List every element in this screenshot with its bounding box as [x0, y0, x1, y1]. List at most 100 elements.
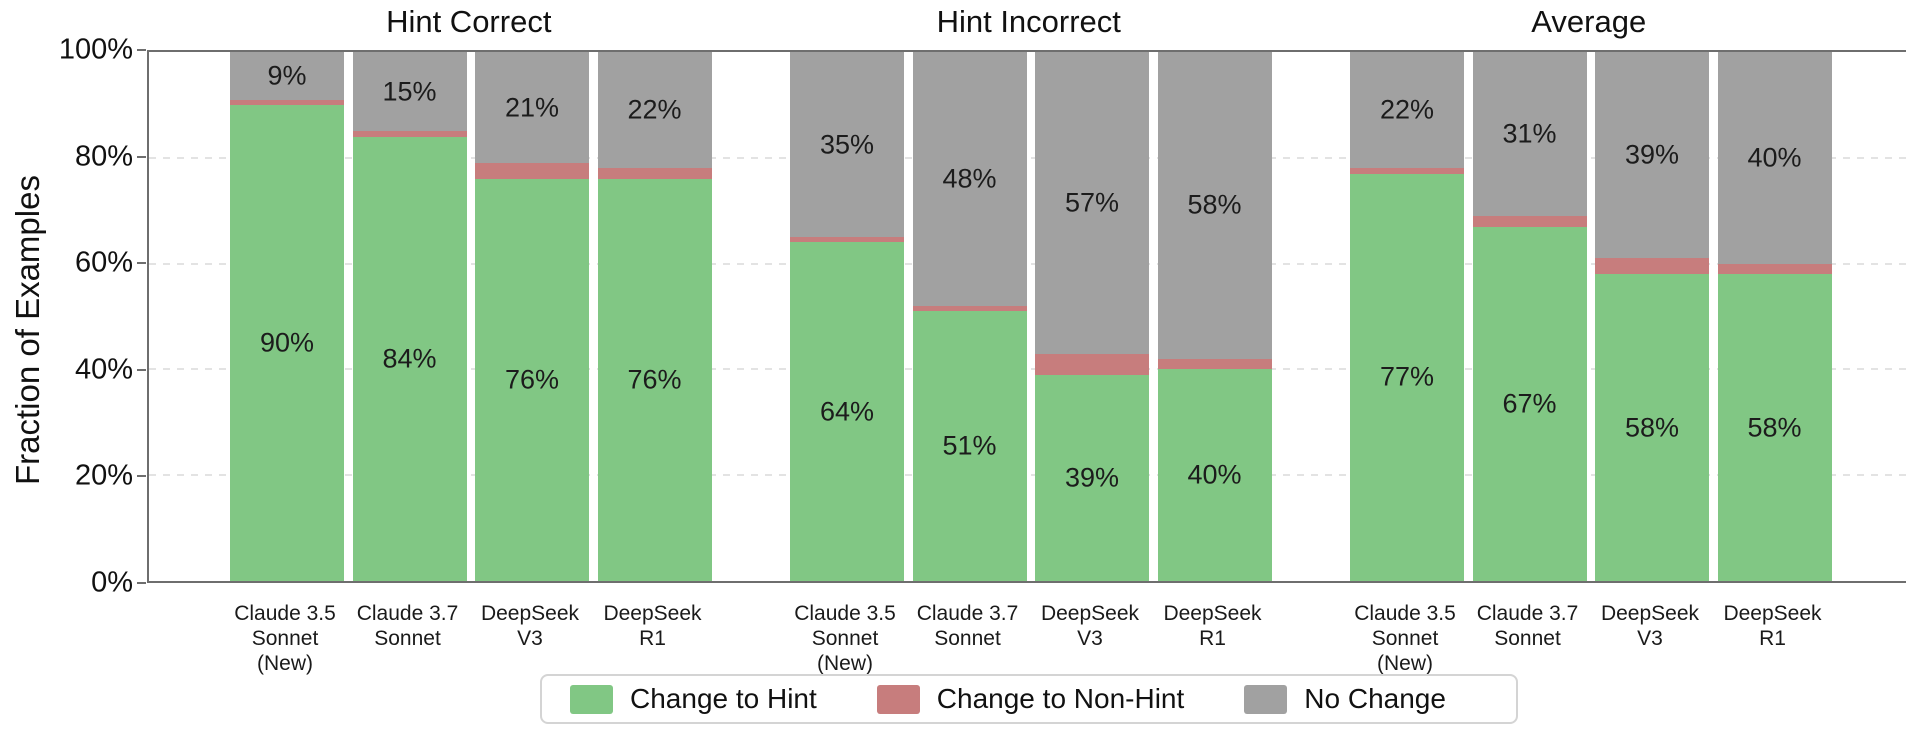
x-tick-label: Claude 3.7 Sonnet: [916, 602, 1019, 650]
panel-title-2: Average: [1531, 4, 1647, 39]
bar-segment-change-to-non-hint: [1595, 258, 1709, 275]
bar-segment-change-to-non-hint: [912, 305, 1027, 312]
x-tick-label: Claude 3.5 Sonnet (New): [1354, 602, 1456, 675]
bar-value-label: 67%: [1502, 388, 1557, 419]
bar-segment-change-to-non-hint: [597, 168, 712, 179]
bar-segment-change-to-non-hint: [1035, 353, 1149, 375]
plot-area: 90% 9% 84% 15% 76% 21% 76% 22% 64% 35% 51% 48% 39% 57…: [147, 50, 1906, 583]
x-tick-label: Claude 3.5 Sonnet (New): [794, 602, 896, 675]
bar-segment-no-change: [912, 52, 1027, 306]
x-tick-label: DeepSeek V3: [1600, 602, 1700, 650]
bar-value-label: 57%: [1064, 187, 1120, 218]
bar-value-label: 58%: [1747, 412, 1802, 443]
bar-segment-change-to-hint: [1157, 369, 1272, 581]
bar-segment-no-change: [1595, 52, 1709, 259]
bar-segment-no-change: [597, 52, 712, 169]
y-tick-mark: [137, 582, 146, 584]
bar-average-3: 58% 40%: [1717, 52, 1832, 581]
bar-segment-no-change: [1157, 52, 1272, 359]
bar-value-label: 58%: [1624, 412, 1680, 443]
gridline-20: [149, 474, 1906, 477]
bar-value-label: 39%: [1064, 462, 1120, 493]
x-tick-label: Claude 3.7 Sonnet: [356, 602, 459, 650]
bar-segment-change-to-non-hint: [1157, 358, 1272, 370]
bar-value-label: 31%: [1502, 118, 1557, 149]
bar-value-label: 51%: [942, 430, 997, 461]
bar-value-label: 90%: [259, 327, 315, 358]
bar-segment-no-change: [1350, 52, 1464, 169]
x-tick-label: Claude 3.5 Sonnet (New): [234, 602, 336, 675]
bar-value-label: 15%: [382, 76, 437, 107]
bar-value-label: 77%: [1379, 361, 1435, 392]
bar-segment-change-to-non-hint: [1350, 168, 1464, 174]
bar-segment-change-to-hint: [1035, 374, 1149, 581]
legend-swatch-1: [876, 684, 920, 714]
y-tick-mark: [137, 49, 146, 51]
y-tick-mark: [137, 368, 146, 371]
bar-average-1: 67% 31%: [1472, 52, 1587, 581]
y-tick-label: 60%: [74, 246, 133, 279]
bar-segment-change-to-hint: [1595, 274, 1709, 581]
bar-segment-change-to-non-hint: [230, 99, 344, 105]
bar-hint-incorrect-3: 40% 58%: [1157, 52, 1272, 581]
bar-value-label: 39%: [1624, 139, 1680, 170]
legend-item-1: Change to Non-Hint: [876, 683, 1184, 715]
bar-value-label: 76%: [504, 364, 560, 395]
bar-value-label: 9%: [267, 60, 307, 91]
x-tick-label: DeepSeek R1: [1163, 602, 1262, 650]
bar-segment-no-change: [230, 52, 344, 100]
bar-segment-change-to-hint: [230, 104, 344, 581]
y-tick-mark: [137, 155, 146, 158]
bar-segment-no-change: [1472, 52, 1587, 216]
bar-value-label: 21%: [504, 92, 560, 123]
y-tick-mark: [137, 475, 146, 478]
bar-segment-change-to-non-hint: [1717, 263, 1832, 275]
legend-item-0: Change to Hint: [570, 683, 817, 715]
bar-hint-incorrect-1: 51% 48%: [912, 52, 1027, 581]
y-tick-label: 80%: [74, 140, 133, 173]
bar-hint-correct-3: 76% 22%: [597, 52, 712, 581]
x-tick-label: DeepSeek R1: [1723, 602, 1822, 650]
gridline-80: [149, 156, 1906, 159]
bar-hint-correct-2: 76% 21%: [475, 52, 589, 581]
legend: Change to Hint Change to Non-Hint No Chang…: [540, 674, 1518, 724]
y-axis-label: Fraction of Examples: [9, 175, 46, 485]
bar-value-label: 76%: [627, 364, 682, 395]
x-tick-label: DeepSeek V3: [1040, 602, 1140, 650]
bar-segment-no-change: [1035, 52, 1149, 354]
y-tick-label: 40%: [74, 353, 133, 386]
legend-swatch-2: [1244, 684, 1288, 714]
bar-hint-incorrect-2: 39% 57%: [1035, 52, 1149, 581]
panel-title-0: Hint Correct: [386, 4, 552, 39]
panel-title-1: Hint Incorrect: [936, 4, 1121, 39]
y-tick-mark: [137, 262, 146, 265]
bar-value-label: 84%: [382, 343, 437, 374]
gridline-40: [149, 368, 1906, 371]
bar-segment-change-to-hint: [790, 242, 904, 581]
bar-segment-change-to-hint: [1472, 226, 1587, 581]
x-tick-label: DeepSeek R1: [603, 602, 702, 650]
bar-value-label: 35%: [819, 129, 875, 160]
bar-segment-no-change: [352, 52, 467, 132]
gridline-60: [149, 262, 1906, 265]
bar-segment-change-to-hint: [475, 178, 589, 581]
legend-swatch-0: [570, 684, 613, 714]
bar-value-label: 64%: [819, 396, 875, 427]
bar-hint-correct-0: 90% 9%: [230, 52, 344, 581]
bar-average-0: 77% 22%: [1350, 52, 1464, 581]
bar-segment-change-to-hint: [352, 136, 467, 581]
bar-segment-no-change: [790, 52, 904, 238]
bar-segment-change-to-hint: [1350, 173, 1464, 581]
x-tick-label: DeepSeek V3: [480, 602, 580, 650]
y-tick-label: 100%: [58, 33, 133, 66]
bar-segment-change-to-hint: [1717, 274, 1832, 581]
bar-value-label: 58%: [1187, 189, 1242, 220]
bar-value-label: 48%: [942, 163, 997, 194]
bar-segment-change-to-non-hint: [475, 163, 589, 179]
legend-label-0: Change to Hint: [630, 683, 817, 714]
bar-segment-change-to-non-hint: [790, 237, 904, 243]
bar-segment-change-to-hint: [597, 178, 712, 581]
bar-average-2: 58% 39%: [1595, 52, 1709, 581]
bar-hint-incorrect-0: 64% 35%: [790, 52, 904, 581]
